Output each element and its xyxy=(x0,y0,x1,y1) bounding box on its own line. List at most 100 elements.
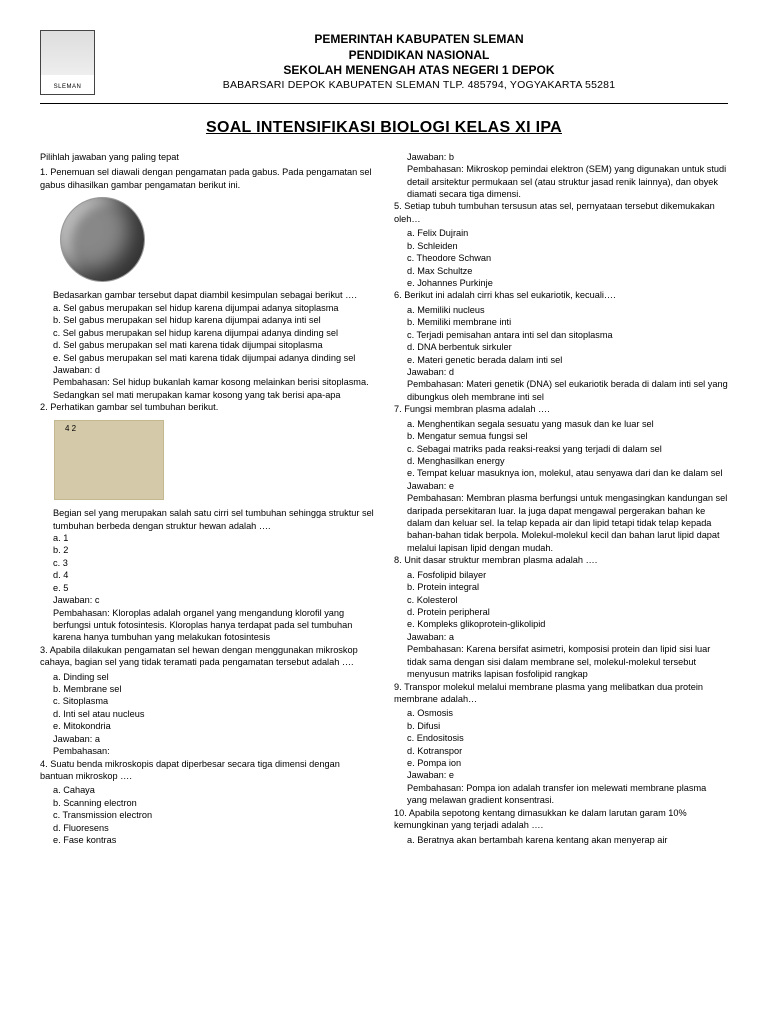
q6-answer: Jawaban: d xyxy=(394,366,728,378)
school-logo: SLEMAN xyxy=(40,30,95,95)
q5-opt-e: e. Johannes Purkinje xyxy=(394,277,728,289)
q4-text: Suatu benda mikroskopis dapat diperbesar… xyxy=(40,759,340,781)
q9-opt-a: a. Osmosis xyxy=(394,707,728,719)
q5-opt-c: c. Theodore Schwan xyxy=(394,252,728,264)
q3-num: 3. xyxy=(40,645,48,655)
question-7: 7. Fungsi membran plasma adalah …. xyxy=(394,403,728,415)
q4-opt-c: c. Transmission electron xyxy=(40,809,374,821)
q3-opt-d: d. Inti sel atau nucleus xyxy=(40,708,374,720)
q9-text: Transpor molekul melalui membrane plasma… xyxy=(394,682,703,704)
q9-opt-c: c. Endositosis xyxy=(394,732,728,744)
q3-discussion: Pembahasan: xyxy=(40,745,374,757)
q7-text: Fungsi membran plasma adalah …. xyxy=(404,404,550,414)
question-6: 6. Berikut ini adalah cirri khas sel euk… xyxy=(394,289,728,301)
question-9: 9. Transpor molekul melalui membrane pla… xyxy=(394,681,728,706)
q5-num: 5. xyxy=(394,201,402,211)
header-gov: PEMERINTAH KABUPATEN SLEMAN xyxy=(110,32,728,48)
q2-opt-d: d. 4 xyxy=(40,569,374,581)
q6-discussion: Pembahasan: Materi genetik (DNA) sel euk… xyxy=(394,378,728,403)
document-header: SLEMAN PEMERINTAH KABUPATEN SLEMAN PENDI… xyxy=(40,30,728,95)
q7-opt-e: e. Tempat keluar masuknya ion, molekul, … xyxy=(394,467,728,479)
q4-opt-a: a. Cahaya xyxy=(40,784,374,796)
content-columns: Pilihlah jawaban yang paling tepat 1. Pe… xyxy=(40,151,728,847)
q2-opt-c: c. 3 xyxy=(40,557,374,569)
q5-opt-b: b. Schleiden xyxy=(394,240,728,252)
header-school: SEKOLAH MENENGAH ATAS NEGERI 1 DEPOK xyxy=(110,63,728,79)
q1-image xyxy=(60,197,145,282)
q8-opt-c: c. Kolesterol xyxy=(394,594,728,606)
q1-subtext: Bedasarkan gambar tersebut dapat diambil… xyxy=(40,289,374,301)
question-4: 4. Suatu benda mikroskopis dapat diperbe… xyxy=(40,758,374,783)
q8-text: Unit dasar struktur membran plasma adala… xyxy=(404,555,597,565)
q6-opt-b: b. Memiliki membrane inti xyxy=(394,316,728,328)
q9-num: 9. xyxy=(394,682,402,692)
q4-num: 4. xyxy=(40,759,48,769)
q3-opt-b: b. Membrane sel xyxy=(40,683,374,695)
q1-opt-a: a. Sel gabus merupakan sel hidup karena … xyxy=(40,302,374,314)
q8-num: 8. xyxy=(394,555,402,565)
q2-num: 2. xyxy=(40,402,48,412)
q1-discussion: Pembahasan: Sel hidup bukanlah kamar kos… xyxy=(40,376,374,401)
q3-answer: Jawaban: a xyxy=(40,733,374,745)
q6-opt-e: e. Materi genetic berada dalam inti sel xyxy=(394,354,728,366)
instruction-text: Pilihlah jawaban yang paling tepat xyxy=(40,151,374,163)
question-5: 5. Setiap tubuh tumbuhan tersusun atas s… xyxy=(394,200,728,225)
q10-text: Apabila sepotong kentang dimasukkan ke d… xyxy=(394,808,687,830)
q2-opt-b: b. 2 xyxy=(40,544,374,556)
logo-caption: SLEMAN xyxy=(54,84,82,92)
q2-opt-e: e. 5 xyxy=(40,582,374,594)
q7-answer: Jawaban: e xyxy=(394,480,728,492)
q2-subtext: Begian sel yang merupakan salah satu cir… xyxy=(40,507,374,532)
q8-opt-d: d. Protein peripheral xyxy=(394,606,728,618)
q9-discussion: Pembahasan: Pompa ion adalah transfer io… xyxy=(394,782,728,807)
q2-answer: Jawaban: c xyxy=(40,594,374,606)
document-title: SOAL INTENSIFIKASI BIOLOGI KELAS XI IPA xyxy=(40,118,728,139)
q7-opt-d: d. Menghasilkan energy xyxy=(394,455,728,467)
q7-opt-b: b. Mengatur semua fungsi sel xyxy=(394,430,728,442)
q4-answer: Jawaban: b xyxy=(394,151,728,163)
question-8: 8. Unit dasar struktur membran plasma ad… xyxy=(394,554,728,566)
q6-opt-d: d. DNA berbentuk sirkuler xyxy=(394,341,728,353)
q7-num: 7. xyxy=(394,404,402,414)
q6-opt-c: c. Terjadi pemisahan antara inti sel dan… xyxy=(394,329,728,341)
q6-opt-a: a. Memiliki nucleus xyxy=(394,304,728,316)
q5-text: Setiap tubuh tumbuhan tersusun atas sel,… xyxy=(394,201,715,223)
q9-opt-b: b. Difusi xyxy=(394,720,728,732)
q4-opt-e: e. Fase kontras xyxy=(40,834,374,846)
q8-opt-e: e. Kompleks glikoprotein-glikolipid xyxy=(394,618,728,630)
q6-text: Berikut ini adalah cirri khas sel eukari… xyxy=(404,290,615,300)
q2-text: Perhatikan gambar sel tumbuhan berikut. xyxy=(50,402,218,412)
header-address: BABARSARI DEPOK KABUPATEN SLEMAN TLP. 48… xyxy=(110,79,728,93)
q4-opt-d: d. Fluoresens xyxy=(40,822,374,834)
q9-opt-d: d. Kotranspor xyxy=(394,745,728,757)
q1-answer: Jawaban: d xyxy=(40,364,374,376)
q1-text: Penemuan sel diawali dengan pengamatan p… xyxy=(40,167,372,189)
question-3: 3. Apabila dilakukan pengamatan sel hewa… xyxy=(40,644,374,669)
q9-opt-e: e. Pompa ion xyxy=(394,757,728,769)
q3-text: Apabila dilakukan pengamatan sel hewan d… xyxy=(40,645,358,667)
q5-opt-a: a. Felix Dujrain xyxy=(394,227,728,239)
q6-num: 6. xyxy=(394,290,402,300)
q1-opt-b: b. Sel gabus merupakan sel hidup karena … xyxy=(40,314,374,326)
q1-opt-e: e. Sel gabus merupakan sel mati karena t… xyxy=(40,352,374,364)
q1-opt-d: d. Sel gabus merupakan sel mati karena t… xyxy=(40,339,374,351)
q7-discussion: Pembahasan: Membran plasma berfungsi unt… xyxy=(394,492,728,554)
q9-answer: Jawaban: e xyxy=(394,769,728,781)
q3-opt-c: c. Sitoplasma xyxy=(40,695,374,707)
q8-opt-a: a. Fosfolipid bilayer xyxy=(394,569,728,581)
header-dept: PENDIDIKAN NASIONAL xyxy=(110,48,728,64)
q7-opt-c: c. Sebagai matriks pada reaksi-reaksi ya… xyxy=(394,443,728,455)
question-10: 10. Apabila sepotong kentang dimasukkan … xyxy=(394,807,728,832)
q1-num: 1. xyxy=(40,167,48,177)
q8-opt-b: b. Protein integral xyxy=(394,581,728,593)
q2-opt-a: a. 1 xyxy=(40,532,374,544)
q5-opt-d: d. Max Schultze xyxy=(394,265,728,277)
q2-discussion: Pembahasan: Kloroplas adalah organel yan… xyxy=(40,607,374,644)
q7-opt-a: a. Menghentikan segala sesuatu yang masu… xyxy=(394,418,728,430)
q1-opt-c: c. Sel gabus merupakan sel hidup karena … xyxy=(40,327,374,339)
question-2: 2. Perhatikan gambar sel tumbuhan beriku… xyxy=(40,401,374,413)
header-divider xyxy=(40,103,728,104)
q2-image xyxy=(54,420,164,500)
q4-opt-b: b. Scanning electron xyxy=(40,797,374,809)
header-text-block: PEMERINTAH KABUPATEN SLEMAN PENDIDIKAN N… xyxy=(110,30,728,92)
